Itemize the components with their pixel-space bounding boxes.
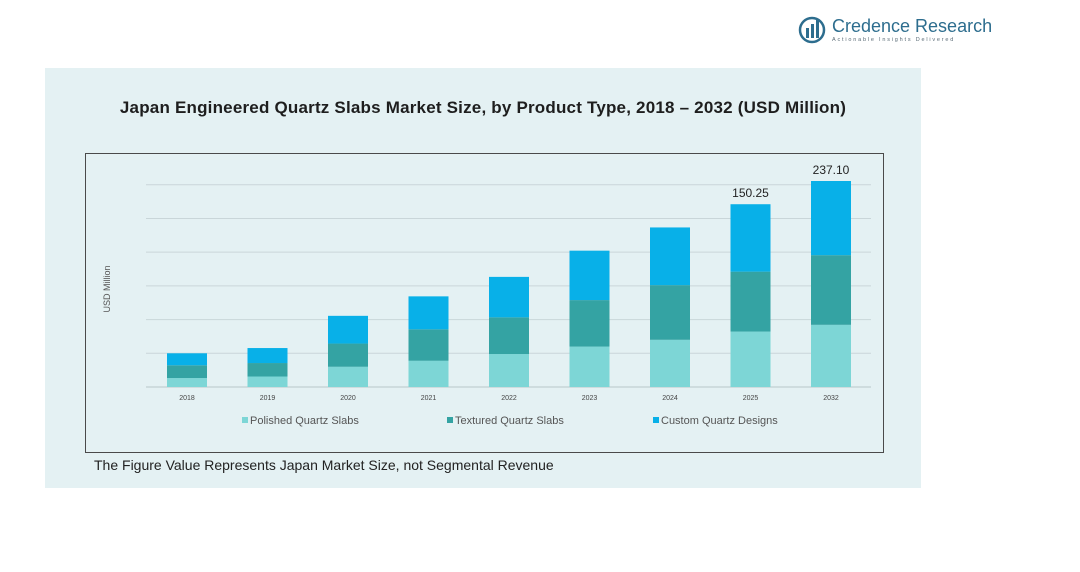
x-tick-label: 2023 — [582, 395, 598, 402]
bar-segment — [408, 329, 449, 361]
x-tick-label: 2021 — [421, 395, 437, 402]
bar-segment — [247, 376, 288, 387]
bar-segment — [408, 296, 449, 330]
bar-segment — [650, 227, 690, 286]
bar-segment — [569, 346, 610, 387]
legend-entry: Custom Quartz Designs — [661, 415, 778, 427]
x-tick-label: 2020 — [340, 395, 356, 402]
bar-segment — [408, 360, 449, 387]
bar-segment — [247, 348, 288, 364]
bar-segment — [569, 300, 610, 347]
bar-segment — [489, 317, 529, 355]
chart-panel: Japan Engineered Quartz Slabs Market Siz… — [45, 68, 921, 488]
legend-entry: Textured Quartz Slabs — [455, 415, 564, 427]
bar-segment — [167, 378, 207, 387]
x-tick-label: 2019 — [260, 395, 276, 402]
bar-segment — [328, 366, 368, 387]
bar-segment — [811, 255, 851, 325]
x-tick-label: 2024 — [662, 395, 678, 402]
x-tick-label: 2022 — [501, 395, 517, 402]
bar-segment — [811, 181, 851, 256]
chart-frame: USD Million 2018 2019 2020 2021 2022 2023 2024 2… — [85, 153, 884, 453]
x-tick-label: 2025 — [743, 395, 759, 402]
legend-entry: Polished Quartz Slabs — [250, 415, 359, 427]
y-axis-label: USD Million — [102, 265, 112, 312]
bar-segment — [247, 363, 288, 377]
bar-chart-logo-icon — [798, 16, 826, 44]
bar-segment — [489, 276, 529, 318]
bar-segment — [489, 354, 529, 387]
footnote: The Figure Value Represents Japan Market… — [94, 457, 554, 473]
x-tick-label: 2032 — [823, 395, 839, 402]
bar-segment — [650, 339, 690, 387]
bar-segment — [730, 204, 771, 272]
bar-segment — [811, 324, 851, 387]
bar-segment — [167, 365, 207, 379]
brand-name: Credence Research — [832, 16, 993, 36]
brand-logo: Credence Research Actionable Insights De… — [798, 14, 992, 48]
legend-swatch — [242, 417, 248, 423]
bar-segment — [730, 331, 771, 387]
brand-tagline: Actionable Insights Delivered — [832, 37, 956, 43]
chart-title: Japan Engineered Quartz Slabs Market Siz… — [119, 98, 847, 117]
bar-segment — [328, 343, 368, 367]
bar-segment — [730, 271, 771, 332]
bar-segment — [167, 353, 207, 366]
chart-svg: USD Million 2018 2019 2020 2021 2022 2023 2024 2… — [102, 163, 871, 427]
data-label-total: 237.10 — [813, 163, 850, 177]
bar-segment — [650, 285, 690, 340]
bar-segment — [569, 250, 610, 301]
bar-segment — [328, 315, 368, 344]
legend-swatch — [447, 417, 453, 423]
x-tick-label: 2018 — [179, 395, 195, 402]
legend-swatch — [653, 417, 659, 423]
data-label-total: 150.25 — [732, 186, 769, 200]
